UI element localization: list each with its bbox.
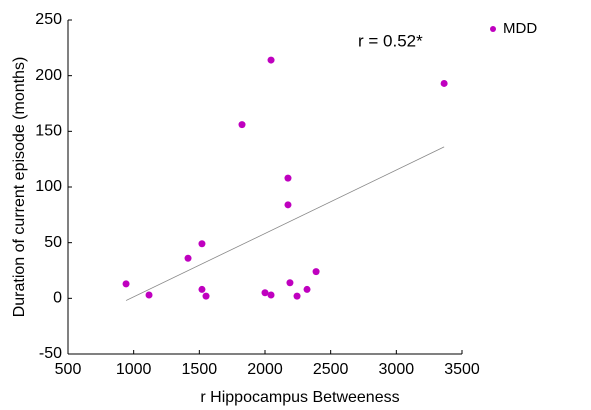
annotation: r = 0.52* [358,31,423,50]
point [286,279,294,287]
point [267,291,275,299]
point [284,174,292,182]
point [184,254,192,262]
y-tick-label: 100 [35,178,62,195]
point [303,285,311,293]
point [198,240,206,248]
point [440,79,448,87]
x-tick-label: 2000 [247,361,283,378]
point [293,292,301,300]
y-tick-label: 200 [35,67,62,84]
point [284,201,292,209]
point [198,285,206,293]
x-tick-label: 3000 [379,361,415,378]
point [261,289,269,297]
y-tick-label: -50 [39,345,62,362]
point [238,121,246,129]
x-axis-label: r Hippocampus Betweeness [200,389,399,406]
y-axis-label: Duration of current episode (months) [11,57,28,318]
y-tick-label: 0 [53,290,62,307]
y-tick-label: 150 [35,123,62,140]
point [312,268,320,276]
y-tick-label: 250 [35,11,62,28]
x-tick-label: 1500 [182,361,218,378]
point [202,292,210,300]
legend-label: MDD [503,20,537,37]
x-tick-label: 3500 [444,361,480,378]
x-tick-label: 2500 [313,361,349,378]
y-tick-label: 50 [44,234,62,251]
fit-line [125,146,445,301]
x-tick-label: 500 [55,361,82,378]
point [122,280,130,288]
x-tick-label: 1000 [116,361,152,378]
point [267,56,275,64]
legend-marker [490,26,496,32]
point [145,291,153,299]
